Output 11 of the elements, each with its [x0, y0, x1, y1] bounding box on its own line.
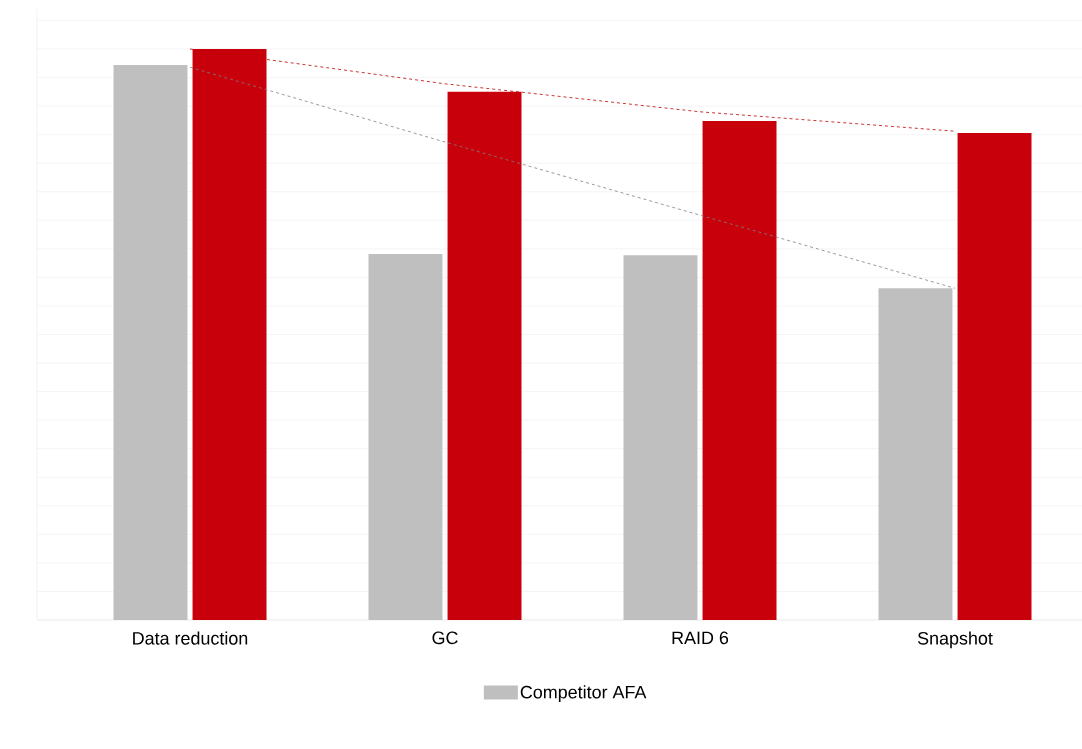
legend-label: Competitor AFA	[520, 685, 647, 702]
x-tick-label: RAID 6	[672, 631, 729, 645]
bar	[368, 253, 443, 620]
x-tick-label: Snapshot	[917, 631, 993, 649]
bar	[702, 120, 777, 620]
bar	[957, 132, 1032, 620]
bar	[878, 288, 953, 620]
x-tick-label: Data reduction	[133, 631, 248, 645]
bar	[113, 64, 188, 620]
bar	[623, 255, 698, 620]
x-tick-label: GC	[432, 631, 458, 645]
